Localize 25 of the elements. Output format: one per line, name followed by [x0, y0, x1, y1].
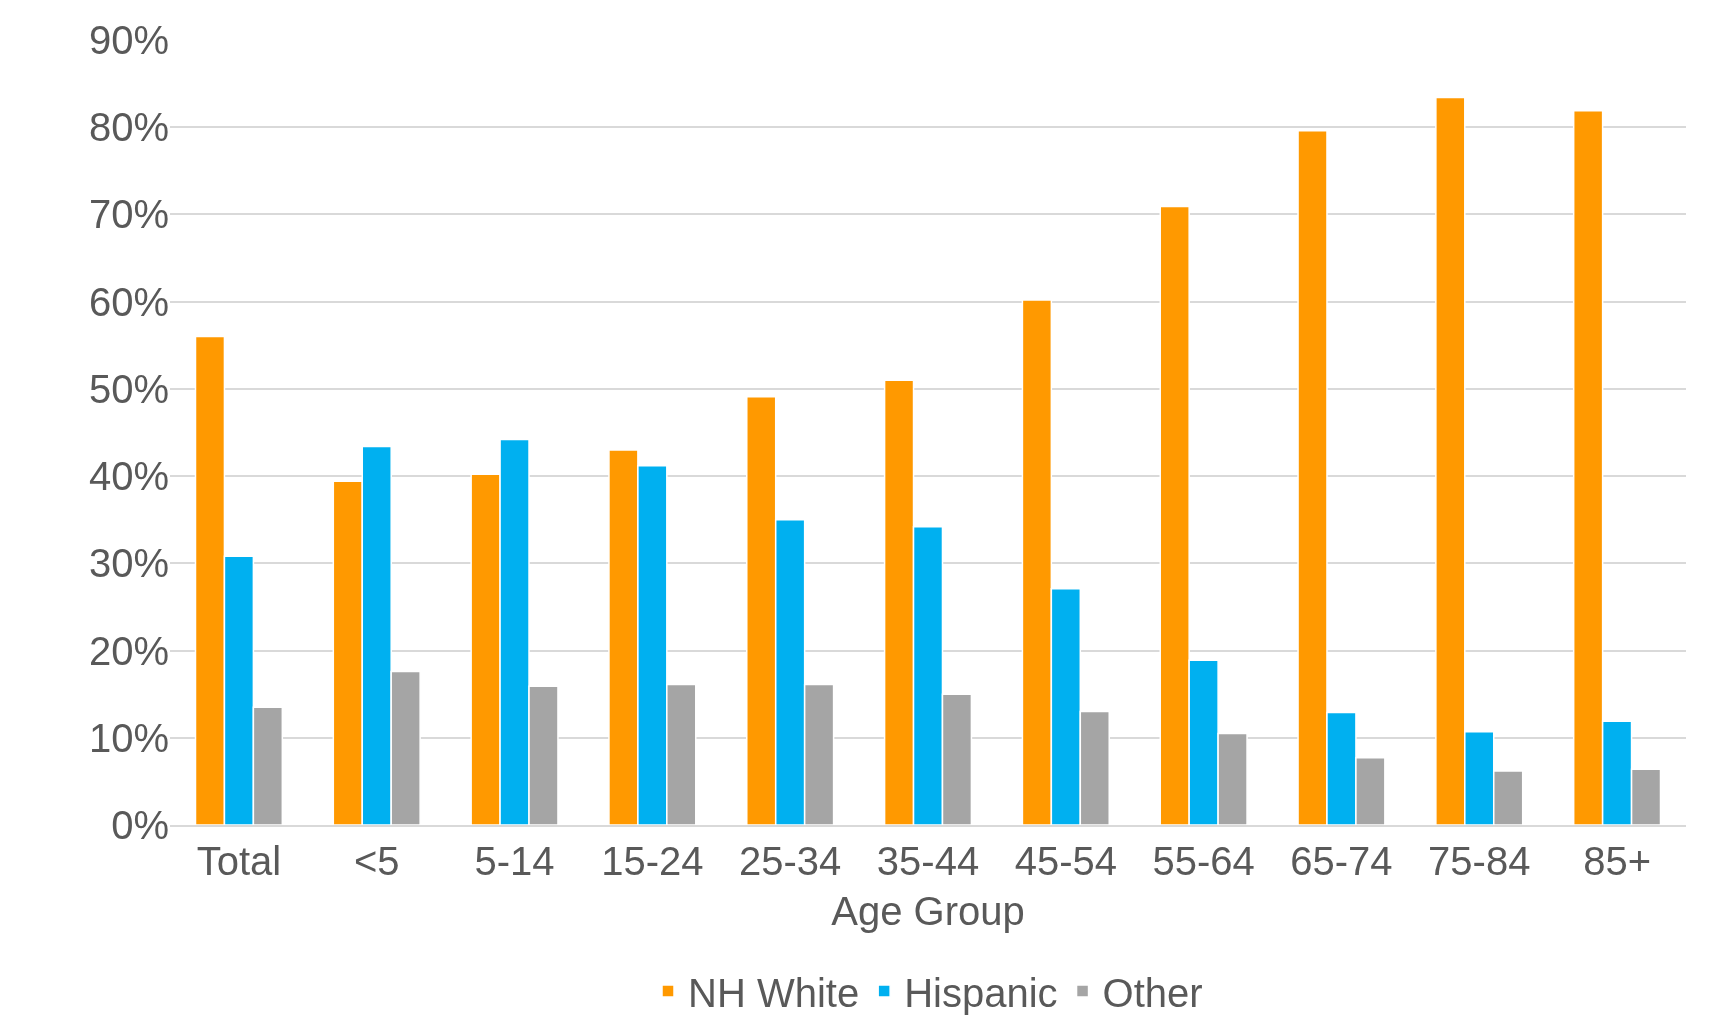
y-tick-label: 0% [111, 803, 169, 847]
y-tick-label: 60% [88, 279, 169, 324]
x-tick-label: Total [196, 839, 282, 883]
y-tick-label: 70% [88, 192, 169, 237]
x-tick-label: 75-84 [1428, 839, 1531, 883]
x-tick-label: 25-34 [739, 839, 842, 883]
x-tick-label: 85+ [1583, 839, 1652, 883]
y-tick-label: 80% [88, 105, 169, 150]
x-tick-label: 5-14 [474, 839, 555, 883]
x-tick-label: 35-44 [876, 839, 980, 883]
legend-label: Other [1102, 970, 1203, 1015]
x-axis-title: Age Group [831, 889, 1025, 933]
y-tick-label: 10% [88, 715, 169, 760]
x-tick-label: <5 [353, 839, 400, 883]
y-tick-label: 40% [88, 454, 169, 499]
legend-label: NH White [688, 970, 860, 1015]
y-tick-label: 30% [88, 541, 169, 586]
x-tick-label: 55-64 [1152, 839, 1255, 883]
y-tick-label: 50% [88, 366, 169, 411]
x-tick-label: 65-74 [1290, 839, 1393, 883]
legend-label: Hispanic [904, 970, 1058, 1015]
y-tick-label: 90% [88, 18, 169, 62]
x-tick-label: 45-54 [1014, 839, 1117, 883]
y-tick-label: 20% [88, 628, 169, 673]
x-tick-label: 15-24 [601, 839, 704, 883]
